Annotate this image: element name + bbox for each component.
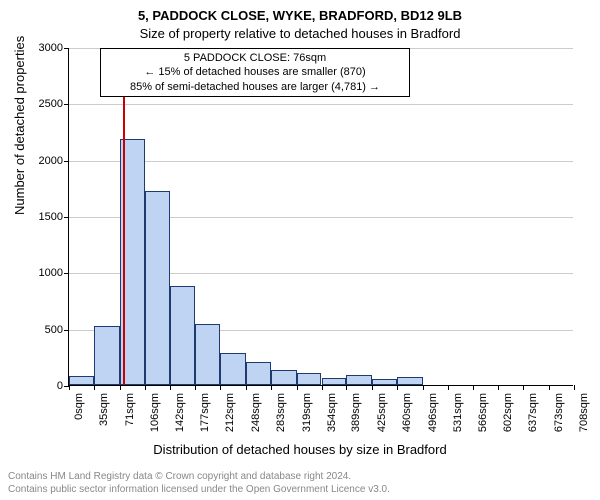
page-title: 5, PADDOCK CLOSE, WYKE, BRADFORD, BD12 9…	[0, 8, 600, 23]
ytick-label: 0	[57, 380, 63, 392]
xtick-mark	[423, 385, 424, 390]
xtick-label: 637sqm	[527, 393, 539, 432]
xtick-label: 283sqm	[275, 393, 287, 432]
xtick-label: 425sqm	[376, 393, 388, 432]
histogram-bar	[397, 377, 423, 385]
xtick-mark	[297, 385, 298, 390]
footer-attribution: Contains HM Land Registry data © Crown c…	[8, 470, 390, 496]
histogram-bar	[372, 379, 397, 385]
histogram-bar	[170, 286, 195, 385]
xtick-label: 71sqm	[124, 393, 136, 426]
xtick-label: 496sqm	[427, 393, 439, 432]
ytick-label: 1000	[39, 267, 63, 279]
property-marker-line	[123, 48, 125, 385]
xtick-mark	[397, 385, 398, 390]
xtick-mark	[549, 385, 550, 390]
xtick-mark	[271, 385, 272, 390]
xtick-mark	[498, 385, 499, 390]
xtick-label: 354sqm	[326, 393, 338, 432]
xtick-mark	[322, 385, 323, 390]
histogram-bar	[322, 378, 347, 385]
xtick-mark	[145, 385, 146, 390]
xtick-mark	[246, 385, 247, 390]
page-subtitle: Size of property relative to detached ho…	[0, 26, 600, 41]
ytick-label: 500	[45, 324, 63, 336]
ytick-label: 1500	[39, 211, 63, 223]
xtick-label: 673sqm	[553, 393, 565, 432]
xtick-mark	[473, 385, 474, 390]
ytick-label: 2500	[39, 98, 63, 110]
xtick-label: 460sqm	[401, 393, 413, 432]
ytick-mark	[64, 273, 69, 274]
gridline	[69, 104, 573, 105]
footer-line-2: Contains public sector information licen…	[8, 483, 390, 496]
xtick-mark	[220, 385, 221, 390]
ytick-mark	[64, 217, 69, 218]
x-axis-label: Distribution of detached houses by size …	[0, 442, 600, 457]
xtick-mark	[574, 385, 575, 390]
footer-line-1: Contains HM Land Registry data © Crown c…	[8, 470, 390, 483]
xtick-mark	[523, 385, 524, 390]
info-line-3: 85% of semi-detached houses are larger (…	[105, 80, 405, 94]
histogram-bar	[271, 370, 297, 385]
chart-container: 5, PADDOCK CLOSE, WYKE, BRADFORD, BD12 9…	[0, 0, 600, 500]
info-line-2: ← 15% of detached houses are smaller (87…	[105, 65, 405, 79]
xtick-label: 602sqm	[502, 393, 514, 432]
xtick-label: 248sqm	[250, 393, 262, 432]
histogram-bar	[297, 373, 322, 385]
ytick-mark	[64, 161, 69, 162]
histogram-bar	[246, 362, 271, 385]
histogram-bar	[94, 326, 120, 385]
histogram-bar	[220, 353, 246, 385]
ytick-mark	[64, 330, 69, 331]
xtick-mark	[372, 385, 373, 390]
xtick-mark	[94, 385, 95, 390]
xtick-mark	[448, 385, 449, 390]
xtick-label: 142sqm	[174, 393, 186, 432]
xtick-label: 389sqm	[350, 393, 362, 432]
histogram-bar	[346, 375, 372, 385]
y-axis-label: Number of detached properties	[12, 36, 27, 215]
histogram-bar	[145, 191, 171, 385]
info-callout: 5 PADDOCK CLOSE: 76sqm ← 15% of detached…	[100, 48, 410, 97]
xtick-mark	[346, 385, 347, 390]
xtick-mark	[195, 385, 196, 390]
histogram-bar	[195, 324, 220, 385]
xtick-label: 708sqm	[578, 393, 590, 432]
xtick-label: 531sqm	[452, 393, 464, 432]
xtick-mark	[170, 385, 171, 390]
info-line-1: 5 PADDOCK CLOSE: 76sqm	[105, 51, 405, 65]
ytick-mark	[64, 48, 69, 49]
xtick-label: 35sqm	[98, 393, 110, 426]
xtick-label: 177sqm	[199, 393, 211, 432]
xtick-mark	[120, 385, 121, 390]
xtick-label: 212sqm	[224, 393, 236, 432]
plot-area: 0500100015002000250030000sqm35sqm71sqm10…	[68, 48, 573, 386]
xtick-mark	[69, 385, 70, 390]
ytick-mark	[64, 104, 69, 105]
histogram-bar	[69, 376, 94, 385]
xtick-label: 106sqm	[149, 393, 161, 432]
xtick-label: 319sqm	[301, 393, 313, 432]
gridline	[69, 161, 573, 162]
ytick-label: 2000	[39, 155, 63, 167]
xtick-label: 0sqm	[73, 393, 85, 420]
xtick-label: 566sqm	[477, 393, 489, 432]
ytick-label: 3000	[39, 42, 63, 54]
